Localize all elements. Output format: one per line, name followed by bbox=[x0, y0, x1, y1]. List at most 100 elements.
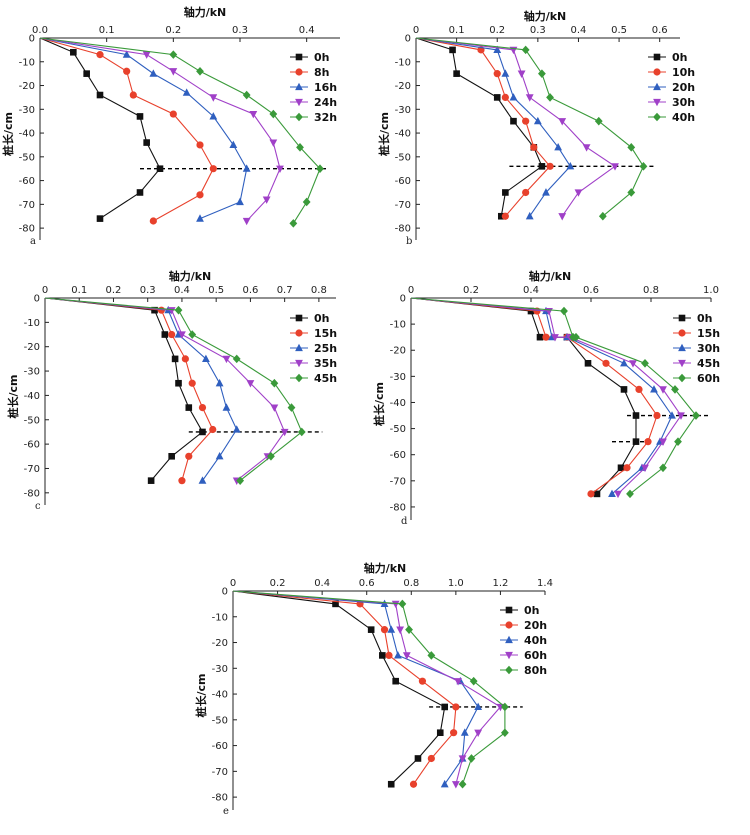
legend-marker bbox=[678, 359, 686, 368]
panel-label: c bbox=[35, 501, 41, 512]
x-tick-label: 0.7 bbox=[277, 285, 293, 296]
chart-panel-d: 0 0.2 0.4 0.6 0.8 1.0 0 -10 -20 -30 -40 -50 -60 -70 -8… bbox=[372, 269, 720, 527]
legend-marker bbox=[295, 329, 303, 337]
legend-marker bbox=[295, 314, 303, 322]
x-tick-label: 1.4 bbox=[537, 578, 553, 589]
legend-marker bbox=[505, 621, 513, 629]
legend-label: 35h bbox=[314, 357, 337, 370]
series-60h bbox=[232, 590, 505, 789]
data-point bbox=[175, 379, 182, 387]
y-tick-label: -30 bbox=[390, 372, 406, 383]
y-tick-label: -10 bbox=[212, 612, 228, 623]
y-tick-label: -20 bbox=[19, 81, 35, 92]
data-point bbox=[402, 652, 411, 660]
data-point bbox=[398, 599, 407, 609]
data-point bbox=[316, 164, 324, 174]
y-tick-label: -60 bbox=[395, 176, 411, 187]
legend-marker bbox=[295, 82, 303, 91]
y-tick-label: -40 bbox=[212, 690, 228, 701]
data-point bbox=[501, 93, 509, 102]
series-line bbox=[415, 37, 645, 217]
data-point bbox=[198, 476, 207, 484]
data-point bbox=[276, 165, 284, 174]
legend-label: 40h bbox=[524, 634, 547, 647]
series-line bbox=[232, 590, 457, 785]
legend-label: 10h bbox=[672, 66, 695, 79]
data-point bbox=[627, 188, 636, 197]
data-point bbox=[632, 412, 640, 419]
data-point bbox=[450, 729, 458, 737]
series-line bbox=[410, 297, 682, 495]
data-point bbox=[493, 45, 502, 53]
x-tick-label: 0.0 bbox=[32, 25, 48, 36]
data-point bbox=[185, 404, 193, 411]
data-point bbox=[632, 438, 640, 445]
data-point bbox=[391, 600, 400, 609]
data-point bbox=[168, 452, 175, 460]
data-point bbox=[242, 217, 251, 226]
data-point bbox=[169, 68, 178, 76]
y-tick-label: -50 bbox=[395, 152, 411, 163]
series-line bbox=[415, 37, 571, 217]
series-line bbox=[415, 37, 616, 217]
data-point bbox=[635, 385, 643, 394]
series-0h bbox=[410, 297, 640, 498]
data-point bbox=[668, 411, 676, 419]
x-tick-label: 0 bbox=[42, 285, 48, 296]
legend-marker bbox=[505, 651, 513, 660]
data-point bbox=[136, 113, 144, 120]
data-point bbox=[202, 354, 210, 362]
data-point bbox=[469, 676, 478, 686]
y-tick-label: -30 bbox=[24, 367, 40, 378]
data-point bbox=[427, 651, 436, 660]
data-point bbox=[454, 678, 462, 686]
data-point bbox=[521, 45, 530, 55]
x-tick-label: 0.1 bbox=[449, 25, 465, 36]
data-point bbox=[387, 625, 396, 633]
data-point bbox=[677, 412, 685, 420]
y-tick-label: -30 bbox=[395, 105, 411, 116]
data-point bbox=[460, 728, 469, 736]
x-tick-label: 0.2 bbox=[270, 578, 286, 589]
x-tick-label: 0.6 bbox=[242, 285, 258, 296]
chart-panel-a: 0.0 0.1 0.2 0.3 0.4 0 -10 -20 -30 -40 -50 -60 -70 -80… bbox=[1, 5, 340, 247]
x-tick-label: 0 bbox=[413, 25, 419, 36]
x-axis-title: 轴力/kN bbox=[529, 269, 572, 283]
data-point bbox=[467, 754, 476, 763]
series-15h bbox=[44, 297, 217, 485]
data-point bbox=[222, 355, 231, 364]
series-line bbox=[415, 37, 543, 217]
data-point bbox=[546, 162, 554, 170]
data-point bbox=[584, 359, 592, 367]
data-point bbox=[441, 703, 449, 711]
data-point bbox=[270, 378, 279, 388]
data-point bbox=[236, 476, 245, 485]
data-point bbox=[493, 94, 501, 101]
data-point bbox=[566, 162, 575, 170]
series-line bbox=[410, 297, 673, 495]
data-point bbox=[414, 755, 422, 762]
data-point bbox=[558, 213, 567, 221]
data-point bbox=[185, 452, 193, 460]
legend-label: 0h bbox=[697, 312, 713, 325]
legend-marker bbox=[678, 373, 686, 383]
series-0h bbox=[44, 297, 206, 484]
data-point bbox=[554, 143, 563, 151]
data-point bbox=[560, 306, 568, 316]
panel-label: a bbox=[30, 236, 36, 247]
data-point bbox=[178, 331, 186, 339]
series-40h bbox=[232, 590, 483, 788]
x-tick-label: 0.3 bbox=[140, 285, 156, 296]
chart-panel-b: 0 0.1 0.2 0.3 0.4 0.5 0.6 0 -10 -20 -30 -40 -50 -60 -7… bbox=[377, 9, 695, 247]
data-point bbox=[593, 490, 601, 498]
data-point bbox=[143, 139, 150, 146]
data-point bbox=[196, 191, 204, 199]
legend-label: 20h bbox=[672, 81, 695, 94]
data-point bbox=[626, 489, 634, 499]
y-tick-label: -40 bbox=[395, 129, 411, 140]
x-tick-label: 0.2 bbox=[489, 25, 505, 36]
data-point bbox=[380, 626, 389, 634]
data-point bbox=[493, 70, 501, 78]
y-tick-label: -70 bbox=[24, 464, 40, 475]
